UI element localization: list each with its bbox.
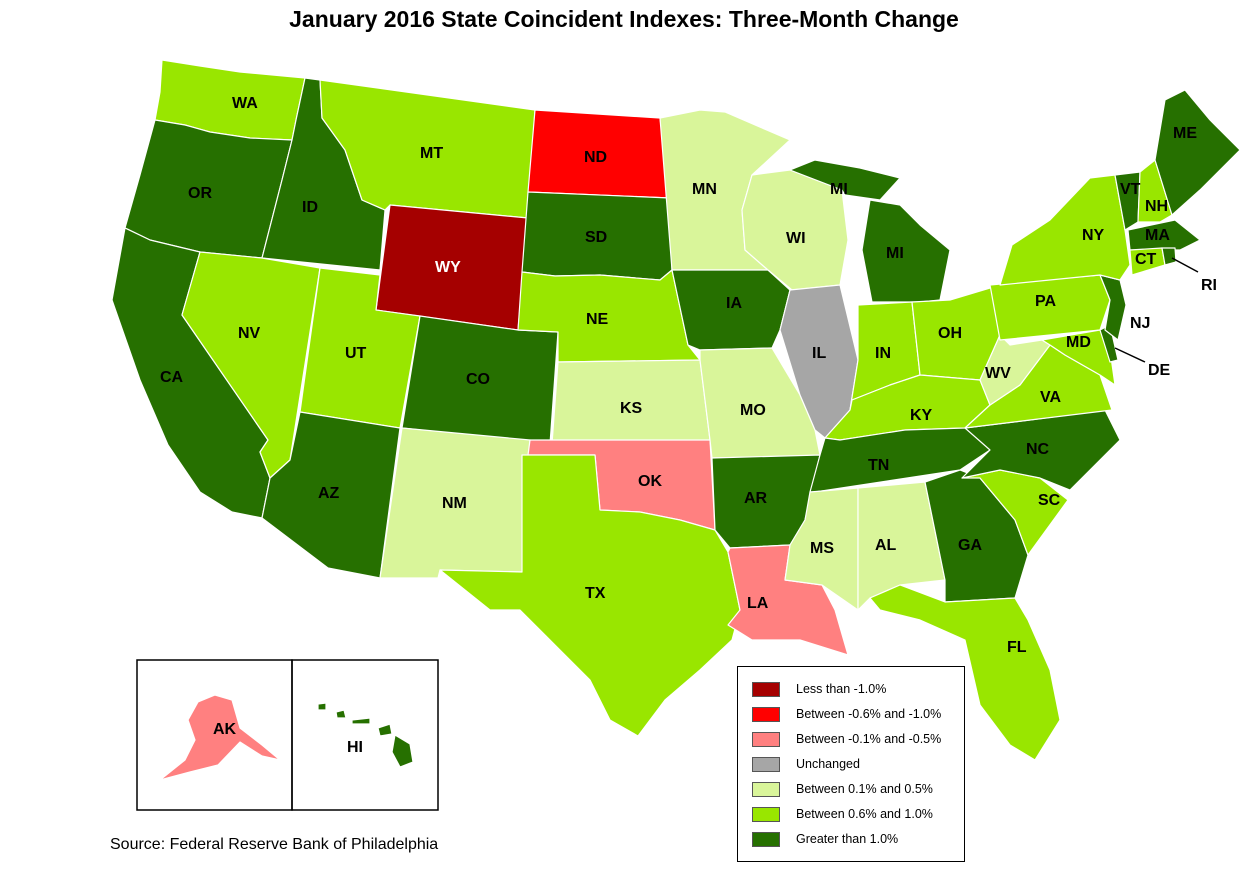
state-label-MT: MT: [420, 145, 443, 162]
state-label-CO: CO: [466, 371, 490, 388]
state-CO[interactable]: [401, 315, 559, 445]
state-label-ND: ND: [584, 149, 607, 166]
state-label-VA: VA: [1040, 389, 1061, 406]
legend-swatch: [752, 707, 780, 722]
state-label-OK: OK: [638, 473, 662, 490]
state-label-WY: WY: [435, 259, 461, 276]
state-label-NC: NC: [1026, 441, 1050, 458]
state-label-DE: DE: [1148, 362, 1171, 379]
state-label-HI: HI: [347, 739, 363, 756]
state-label-UT: UT: [345, 345, 367, 362]
state-label-TX: TX: [585, 585, 606, 602]
state-label-KS: KS: [620, 400, 643, 417]
state-label-VT: VT: [1120, 181, 1141, 198]
state-label-LA: LA: [747, 595, 769, 612]
legend-label: Less than -1.0%: [796, 682, 887, 696]
state-AK[interactable]: [159, 694, 281, 781]
state-label-NJ: NJ: [1130, 315, 1150, 332]
state-HI-maui[interactable]: [377, 723, 393, 737]
state-label-WV: WV: [985, 365, 1011, 382]
state-label-WA: WA: [232, 95, 258, 112]
state-TX[interactable]: [439, 454, 741, 737]
state-label-MN: MN: [692, 181, 717, 198]
state-label-FL: FL: [1007, 639, 1027, 656]
state-label-IL: IL: [812, 345, 826, 362]
state-label-RI: RI: [1201, 277, 1217, 294]
state-label-NY: NY: [1082, 227, 1105, 244]
state-label-MS: MS: [810, 540, 834, 557]
source-note: Source: Federal Reserve Bank of Philadel…: [110, 836, 439, 853]
leader-line-RI: [1171, 257, 1199, 273]
state-label-TN: TN: [868, 457, 889, 474]
state-RI[interactable]: [1161, 247, 1177, 266]
state-FL[interactable]: [869, 584, 1061, 761]
state-ME[interactable]: [1154, 89, 1241, 216]
state-AZ[interactable]: [261, 411, 401, 579]
state-label-WI: WI: [786, 230, 806, 247]
state-label-MI-upper: MI: [830, 181, 848, 198]
state-label-CA: CA: [160, 369, 184, 386]
state-label-NE: NE: [586, 311, 609, 328]
state-HI-molokai[interactable]: [351, 717, 371, 725]
legend-swatch: [752, 807, 780, 822]
legend-label: Between -0.1% and -0.5%: [796, 732, 942, 746]
state-MA[interactable]: [1127, 219, 1201, 251]
inset-hawaii-frame: [291, 659, 439, 811]
state-label-MO: MO: [740, 402, 766, 419]
legend-label: Between -0.6% and -1.0%: [796, 707, 942, 721]
state-label-OH: OH: [938, 325, 962, 342]
state-label-GA: GA: [958, 537, 982, 554]
map-title: January 2016 State Coincident Indexes: T…: [289, 6, 959, 32]
state-label-AZ: AZ: [318, 485, 340, 502]
state-label-IA: IA: [726, 295, 742, 312]
state-label-KY: KY: [910, 407, 933, 424]
legend-swatch: [752, 782, 780, 797]
state-label-NV: NV: [238, 325, 261, 342]
state-label-NH: NH: [1145, 198, 1168, 215]
state-label-ME: ME: [1173, 125, 1197, 142]
legend-swatch: [752, 832, 780, 847]
state-MI-lower[interactable]: [861, 199, 951, 303]
state-label-OR: OR: [188, 185, 212, 202]
map-legend: Less than -1.0% Between -0.6% and -1.0% …: [737, 666, 965, 862]
state-label-MA: MA: [1145, 227, 1170, 244]
state-label-NM: NM: [442, 495, 467, 512]
legend-swatch: [752, 732, 780, 747]
legend-label: Greater than 1.0%: [796, 832, 899, 846]
state-HI-big[interactable]: [391, 734, 414, 768]
state-label-MI-lower: MI: [886, 245, 904, 262]
state-HI-kauai[interactable]: [317, 702, 327, 711]
state-label-SC: SC: [1038, 492, 1061, 509]
state-label-PA: PA: [1035, 293, 1056, 310]
state-HI-oahu[interactable]: [335, 709, 347, 719]
state-label-SD: SD: [585, 229, 607, 246]
state-label-AL: AL: [875, 537, 897, 554]
legend-swatch: [752, 682, 780, 697]
legend-label: Between 0.6% and 1.0%: [796, 807, 933, 821]
state-label-AK: AK: [213, 721, 237, 738]
state-label-CT: CT: [1135, 251, 1157, 268]
legend-label: Between 0.1% and 0.5%: [796, 782, 933, 796]
state-label-IN: IN: [875, 345, 891, 362]
leader-line-DE: [1114, 347, 1146, 363]
state-NH[interactable]: [1137, 159, 1173, 223]
state-label-MD: MD: [1066, 334, 1091, 351]
state-NY[interactable]: [999, 174, 1131, 286]
state-label-ID: ID: [302, 199, 318, 216]
state-MI-upper[interactable]: [789, 159, 901, 201]
legend-label: Unchanged: [796, 757, 860, 771]
legend-swatch: [752, 757, 780, 772]
state-label-AR: AR: [744, 490, 768, 507]
